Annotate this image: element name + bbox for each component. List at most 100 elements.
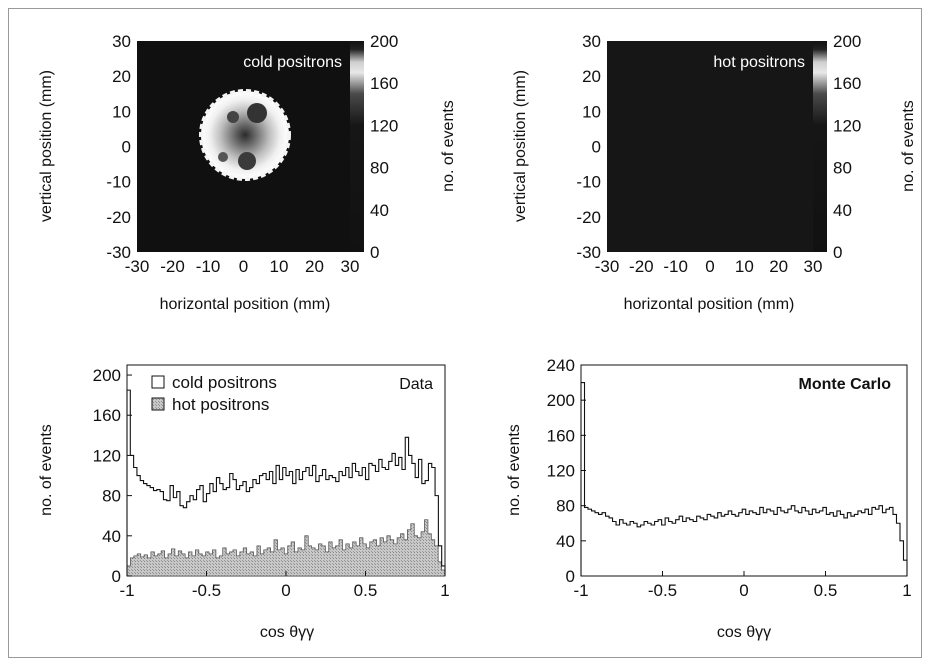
heatmap-cold-x-tick-label: 30: [341, 257, 360, 276]
histogram-mc-x-tick-label: -1: [573, 581, 588, 600]
histogram-data-y-tick-label: 160: [93, 406, 121, 425]
heatmap-cold-y-ticks: -30 -20 -10 0 10 20 30: [106, 32, 131, 262]
colorbar-cold-ticks: 0 40 80 120 160 200: [370, 32, 398, 262]
heatmap-hot-y-tick-label: -10: [576, 173, 601, 192]
histogram-mc-x-tick-label: 1: [902, 581, 911, 600]
heatmap-cold-ylabel: vertical position (mm): [38, 70, 55, 222]
histogram-data: -1 -0.5 0 0.5 1 0 40 80 120 160 200 cold positron…: [38, 364, 450, 641]
heatmap-cold-y-tick-label: -20: [106, 208, 131, 227]
heatmap-hot-x-ticks: -30 -20 -10 0 10 20 30: [595, 257, 823, 276]
histogram-mc-x-tick-label: 0.5: [814, 581, 838, 600]
histogram-data-y-tick-label: 120: [93, 446, 121, 465]
colorbar-cold-label: no. of events: [440, 100, 457, 192]
colorbar-hot-tick-label: 0: [833, 243, 842, 262]
histogram-mc-y-tick-label: 40: [556, 532, 575, 551]
heatmap-hot-x-tick-label: 10: [735, 257, 754, 276]
colorbar-cold-tick-label: 200: [370, 32, 398, 51]
histogram-mc-annotation: Monte Carlo: [799, 376, 892, 393]
heatmap-hot-y-tick-label: 10: [582, 102, 601, 121]
heatmap-cold-inner-spot: [247, 103, 267, 123]
heatmap-hot-y-tick-label: -30: [576, 243, 601, 262]
colorbar-cold-tick-label: 120: [370, 116, 398, 135]
heatmap-cold-x-tick-label: -20: [160, 257, 185, 276]
legend: cold positrons hot positrons: [151, 373, 277, 414]
heatmap-hot-x-tick-label: -10: [663, 257, 688, 276]
heatmap-cold-inner-spot: [227, 111, 239, 123]
histogram-mc-y-ticks: 0 40 80 120 160 200 240: [547, 356, 586, 586]
heatmap-cold-y-tick-label: -30: [106, 243, 131, 262]
heatmap-cold-x-ticks: -30 -20 -10 0 10 20 30: [125, 257, 360, 276]
histogram-mc-frame: [580, 364, 908, 577]
colorbar-hot-ticks: 0 40 80 120 160 200: [833, 32, 861, 262]
histogram-data-x-tick-label: -1: [119, 581, 134, 600]
histogram-mc-ylabel: no. of events: [506, 424, 523, 516]
heatmap-cold-y-tick-label: 0: [122, 138, 131, 157]
legend-label-cold: cold positrons: [172, 373, 277, 392]
legend-swatch-hot: [151, 397, 165, 411]
colorbar-hot-tick-label: 200: [833, 32, 861, 51]
heatmap-hot-y-tick-label: 20: [582, 67, 601, 86]
colorbar-cold-tick-label: 80: [370, 159, 389, 178]
heatmap-cold-x-tick-label: -30: [125, 257, 150, 276]
histogram-data-x-tick-label: 1: [440, 581, 449, 600]
histogram-mc-y-tick-label: 160: [547, 426, 575, 445]
series-hot-positrons-bars: [126, 519, 446, 577]
colorbar-cold-tick-label: 40: [370, 201, 389, 220]
histogram-mc-y-tick-label: 120: [547, 462, 575, 481]
heatmap-hot-x-tick-label: 0: [705, 257, 714, 276]
histogram-data-x-ticks: -1 -0.5 0 0.5 1: [119, 571, 450, 600]
histogram-mc-y-tick-label: 200: [547, 391, 575, 410]
series-cold-positrons-line: [126, 389, 446, 576]
heatmap-cold-y-tick-label: 30: [112, 32, 131, 51]
histogram-data-y-tick-label: 80: [102, 487, 121, 506]
histogram-mc-y-tick-label: 0: [566, 567, 575, 586]
histogram-data-y-tick-label: 40: [102, 527, 121, 546]
histogram-mc-y-tick-label: 80: [556, 497, 575, 516]
heatmap-hot-y-tick-label: -20: [576, 208, 601, 227]
histogram-data-y-tick-label: 200: [93, 366, 121, 385]
histogram-data-ylabel: no. of events: [38, 424, 55, 516]
histogram-mc-x-tick-label: -0.5: [648, 581, 677, 600]
colorbar-cold-tick-label: 160: [370, 74, 398, 93]
heatmap-hot-ylabel: vertical position (mm): [512, 70, 529, 222]
colorbar-hot-label: no. of events: [900, 100, 917, 192]
heatmap-hot-x-tick-label: -30: [595, 257, 620, 276]
heatmap-cold-x-tick-label: -10: [196, 257, 221, 276]
heatmap-cold-xlabel: horizontal position (mm): [160, 296, 331, 313]
histogram-mc-y-tick-label: 240: [547, 356, 575, 375]
histogram-data-hot-series: [126, 519, 446, 577]
histogram-data-xlabel: cos θγγ: [260, 624, 314, 641]
histogram-data-xlabel-text: cos θγγ: [260, 624, 314, 641]
histogram-data-y-tick-label: 0: [112, 567, 121, 586]
heatmap-cold-blob: [199, 89, 291, 181]
heatmap-hot-x-tick-label: 20: [769, 257, 788, 276]
colorbar-hot-tick-label: 120: [833, 116, 861, 135]
histogram-mc-xlabel: cos θγγ: [717, 624, 771, 641]
heatmap-cold-x-tick-label: 10: [270, 257, 289, 276]
heatmap-hot-annotation: hot positrons: [713, 54, 805, 71]
heatmap-hot-background: [607, 41, 813, 252]
heatmap-cold-annotation: cold positrons: [243, 54, 342, 71]
figure-panel: cold positrons -30 -20 -10 0 10 20 30 -30 -20 -1…: [8, 8, 922, 658]
histogram-data-x-tick-label: 0: [281, 581, 290, 600]
colorbar-hot-tick-label: 160: [833, 74, 861, 93]
histogram-data-annotation: Data: [399, 376, 433, 393]
heatmap-hot-y-tick-label: 0: [592, 138, 601, 157]
histogram-mc-x-tick-label: 0: [739, 581, 748, 600]
heatmap-cold-x-tick-label: 20: [305, 257, 324, 276]
legend-label-hot: hot positrons: [172, 395, 269, 414]
heatmap-hot-xlabel: horizontal position (mm): [624, 296, 795, 313]
histogram-data-cold-series: [126, 389, 446, 576]
colorbar-cold: [350, 41, 364, 252]
histogram-data-y-ticks: 0 40 80 120 160 200: [93, 366, 132, 586]
histogram-data-x-tick-label: 0.5: [354, 581, 378, 600]
series-monte-carlo-line: [580, 382, 908, 576]
heatmap-hot-x-tick-label: 30: [804, 257, 823, 276]
heatmap-cold-x-tick-label: 0: [239, 257, 248, 276]
histogram-mc-x-ticks: -1 -0.5 0 0.5 1: [573, 571, 912, 600]
colorbar-hot: [813, 41, 827, 252]
colorbar-cold-tick-label: 0: [370, 243, 379, 262]
heatmap-hot-positrons: hot positrons -30 -20 -10 0 10 20 30 -30 -20 -10…: [512, 32, 917, 313]
histogram-mc-series: [580, 382, 908, 576]
heatmap-cold-inner-spot: [218, 152, 228, 162]
